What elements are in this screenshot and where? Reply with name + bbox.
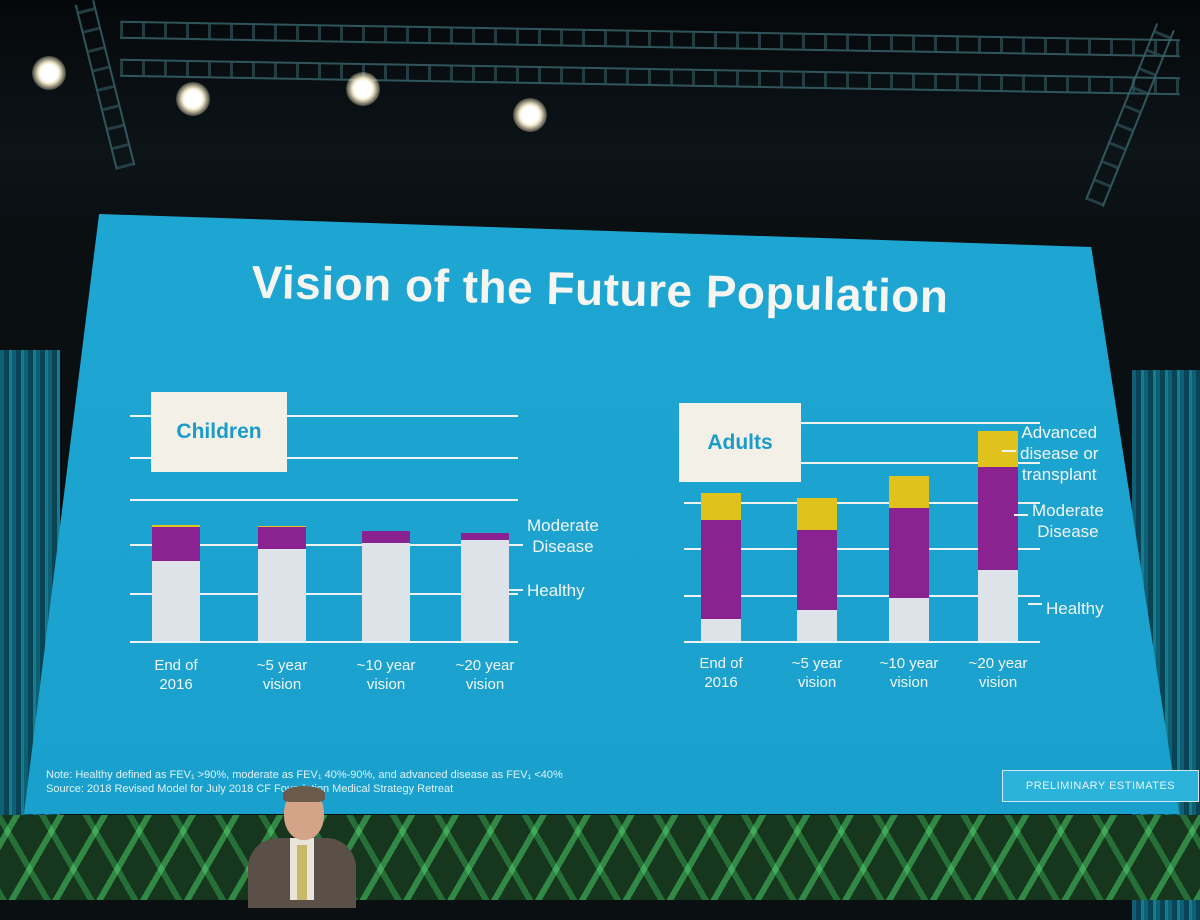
x-axis-label-line: 2016 xyxy=(704,674,738,691)
grid-line xyxy=(684,595,1040,597)
stage-light-icon xyxy=(513,98,547,132)
legend-label: Healthy xyxy=(527,580,585,601)
legend-label-line: disease or xyxy=(1020,444,1099,463)
bar-healthy xyxy=(701,619,741,641)
legend-label: Healthy xyxy=(1046,598,1104,619)
bar-healthy xyxy=(797,610,837,641)
grid-line xyxy=(684,462,1040,464)
bar-moderate-disease xyxy=(258,527,306,549)
legend-label: Moderate Disease xyxy=(527,515,599,557)
x-axis-label-line: vision xyxy=(366,676,406,693)
bar-healthy xyxy=(152,561,200,641)
legend-label-line: Disease xyxy=(532,537,594,556)
x-axis-label-line: vision xyxy=(465,676,505,693)
speaker-hair xyxy=(283,786,325,802)
x-axis-label-line: ~20 year xyxy=(968,655,1028,672)
x-axis-label-line: ~10 year xyxy=(879,655,939,672)
grid-line xyxy=(684,548,1040,550)
legend-label-line: Healthy xyxy=(1046,599,1104,618)
bar-moderate-disease xyxy=(889,508,929,598)
x-axis-label: End of 2016 xyxy=(121,656,231,694)
grid-line xyxy=(684,641,1040,643)
bar-healthy xyxy=(978,570,1018,641)
x-axis-label: ~10 year vision xyxy=(854,654,964,692)
legend-label-line: Moderate xyxy=(527,516,599,535)
x-axis-label-line: End of xyxy=(154,657,198,674)
legend-label-line: Healthy xyxy=(527,581,585,600)
grid-line xyxy=(130,415,518,417)
grid-line xyxy=(130,641,518,643)
bar-healthy xyxy=(258,549,306,641)
bar-moderate-disease xyxy=(978,467,1018,570)
bar-healthy xyxy=(362,543,410,641)
legend-tick xyxy=(1028,603,1042,605)
bar-healthy xyxy=(889,598,929,641)
stage-light-icon xyxy=(32,56,66,90)
grid-line xyxy=(130,457,518,459)
x-axis-label: ~5 year vision xyxy=(762,654,872,692)
grid-line xyxy=(130,593,518,595)
bar-advanced-disease-or-transplant xyxy=(701,493,741,520)
grid-line xyxy=(684,422,1040,424)
x-axis-label: ~20 year vision xyxy=(943,654,1053,692)
legend-tick xyxy=(1002,450,1016,452)
bar-moderate-disease xyxy=(701,520,741,619)
x-axis-label-line: vision xyxy=(262,676,302,693)
x-axis-label-line: vision xyxy=(889,674,929,691)
panel-title-children: Children xyxy=(151,392,287,472)
grid-line xyxy=(130,544,518,546)
legend-label: Moderate Disease xyxy=(1032,500,1104,542)
x-axis-label: End of 2016 xyxy=(666,654,776,692)
panel-title-adults: Adults xyxy=(679,403,801,482)
x-axis-label-line: vision xyxy=(797,674,837,691)
legend-tick xyxy=(509,589,523,591)
legend-label-line: transplant xyxy=(1021,465,1097,484)
legend-tick xyxy=(1014,514,1028,516)
bar-advanced-disease-or-transplant xyxy=(797,498,837,530)
x-axis-label: ~5 year vision xyxy=(227,656,337,694)
stage-light-icon xyxy=(176,82,210,116)
x-axis-label: ~20 year vision xyxy=(430,656,540,694)
legend-label-line: Advanced xyxy=(1021,423,1098,442)
grid-line xyxy=(684,502,1040,504)
preliminary-badge: PRELIMINARY ESTIMATES xyxy=(1002,770,1199,802)
x-axis-label-line: vision xyxy=(978,674,1018,691)
bar-advanced-disease-or-transplant xyxy=(978,431,1018,467)
bar-moderate-disease xyxy=(362,531,410,543)
x-axis-label: ~10 year vision xyxy=(331,656,441,694)
stage-light-icon xyxy=(346,72,380,106)
footnote-note: Note: Healthy defined as FEV₁ >90%, mode… xyxy=(46,769,563,781)
legend-label: Advanced disease or transplant xyxy=(1020,422,1098,485)
bar-moderate-disease xyxy=(152,527,200,561)
bar-advanced-disease-or-transplant xyxy=(152,525,200,527)
x-axis-label-line: ~10 year xyxy=(356,657,416,674)
stage-wall xyxy=(0,815,1200,900)
speaker-tie xyxy=(297,845,307,900)
x-axis-label-line: ~5 year xyxy=(256,657,308,674)
grid-line xyxy=(130,499,518,501)
legend-tick xyxy=(509,544,523,546)
x-axis-label-line: End of xyxy=(699,655,743,672)
bar-healthy xyxy=(461,540,509,641)
legend-label-line: Disease xyxy=(1037,522,1099,541)
footnote-source: Source: 2018 Revised Model for July 2018… xyxy=(46,783,454,795)
x-axis-label-line: ~20 year xyxy=(455,657,515,674)
x-axis-label-line: 2016 xyxy=(159,676,193,693)
bar-moderate-disease xyxy=(461,533,509,540)
bar-advanced-disease-or-transplant xyxy=(258,526,306,527)
bar-moderate-disease xyxy=(797,530,837,610)
legend-label-line: Moderate xyxy=(1032,501,1104,520)
x-axis-label-line: ~5 year xyxy=(791,655,843,672)
bar-advanced-disease-or-transplant xyxy=(889,476,929,508)
